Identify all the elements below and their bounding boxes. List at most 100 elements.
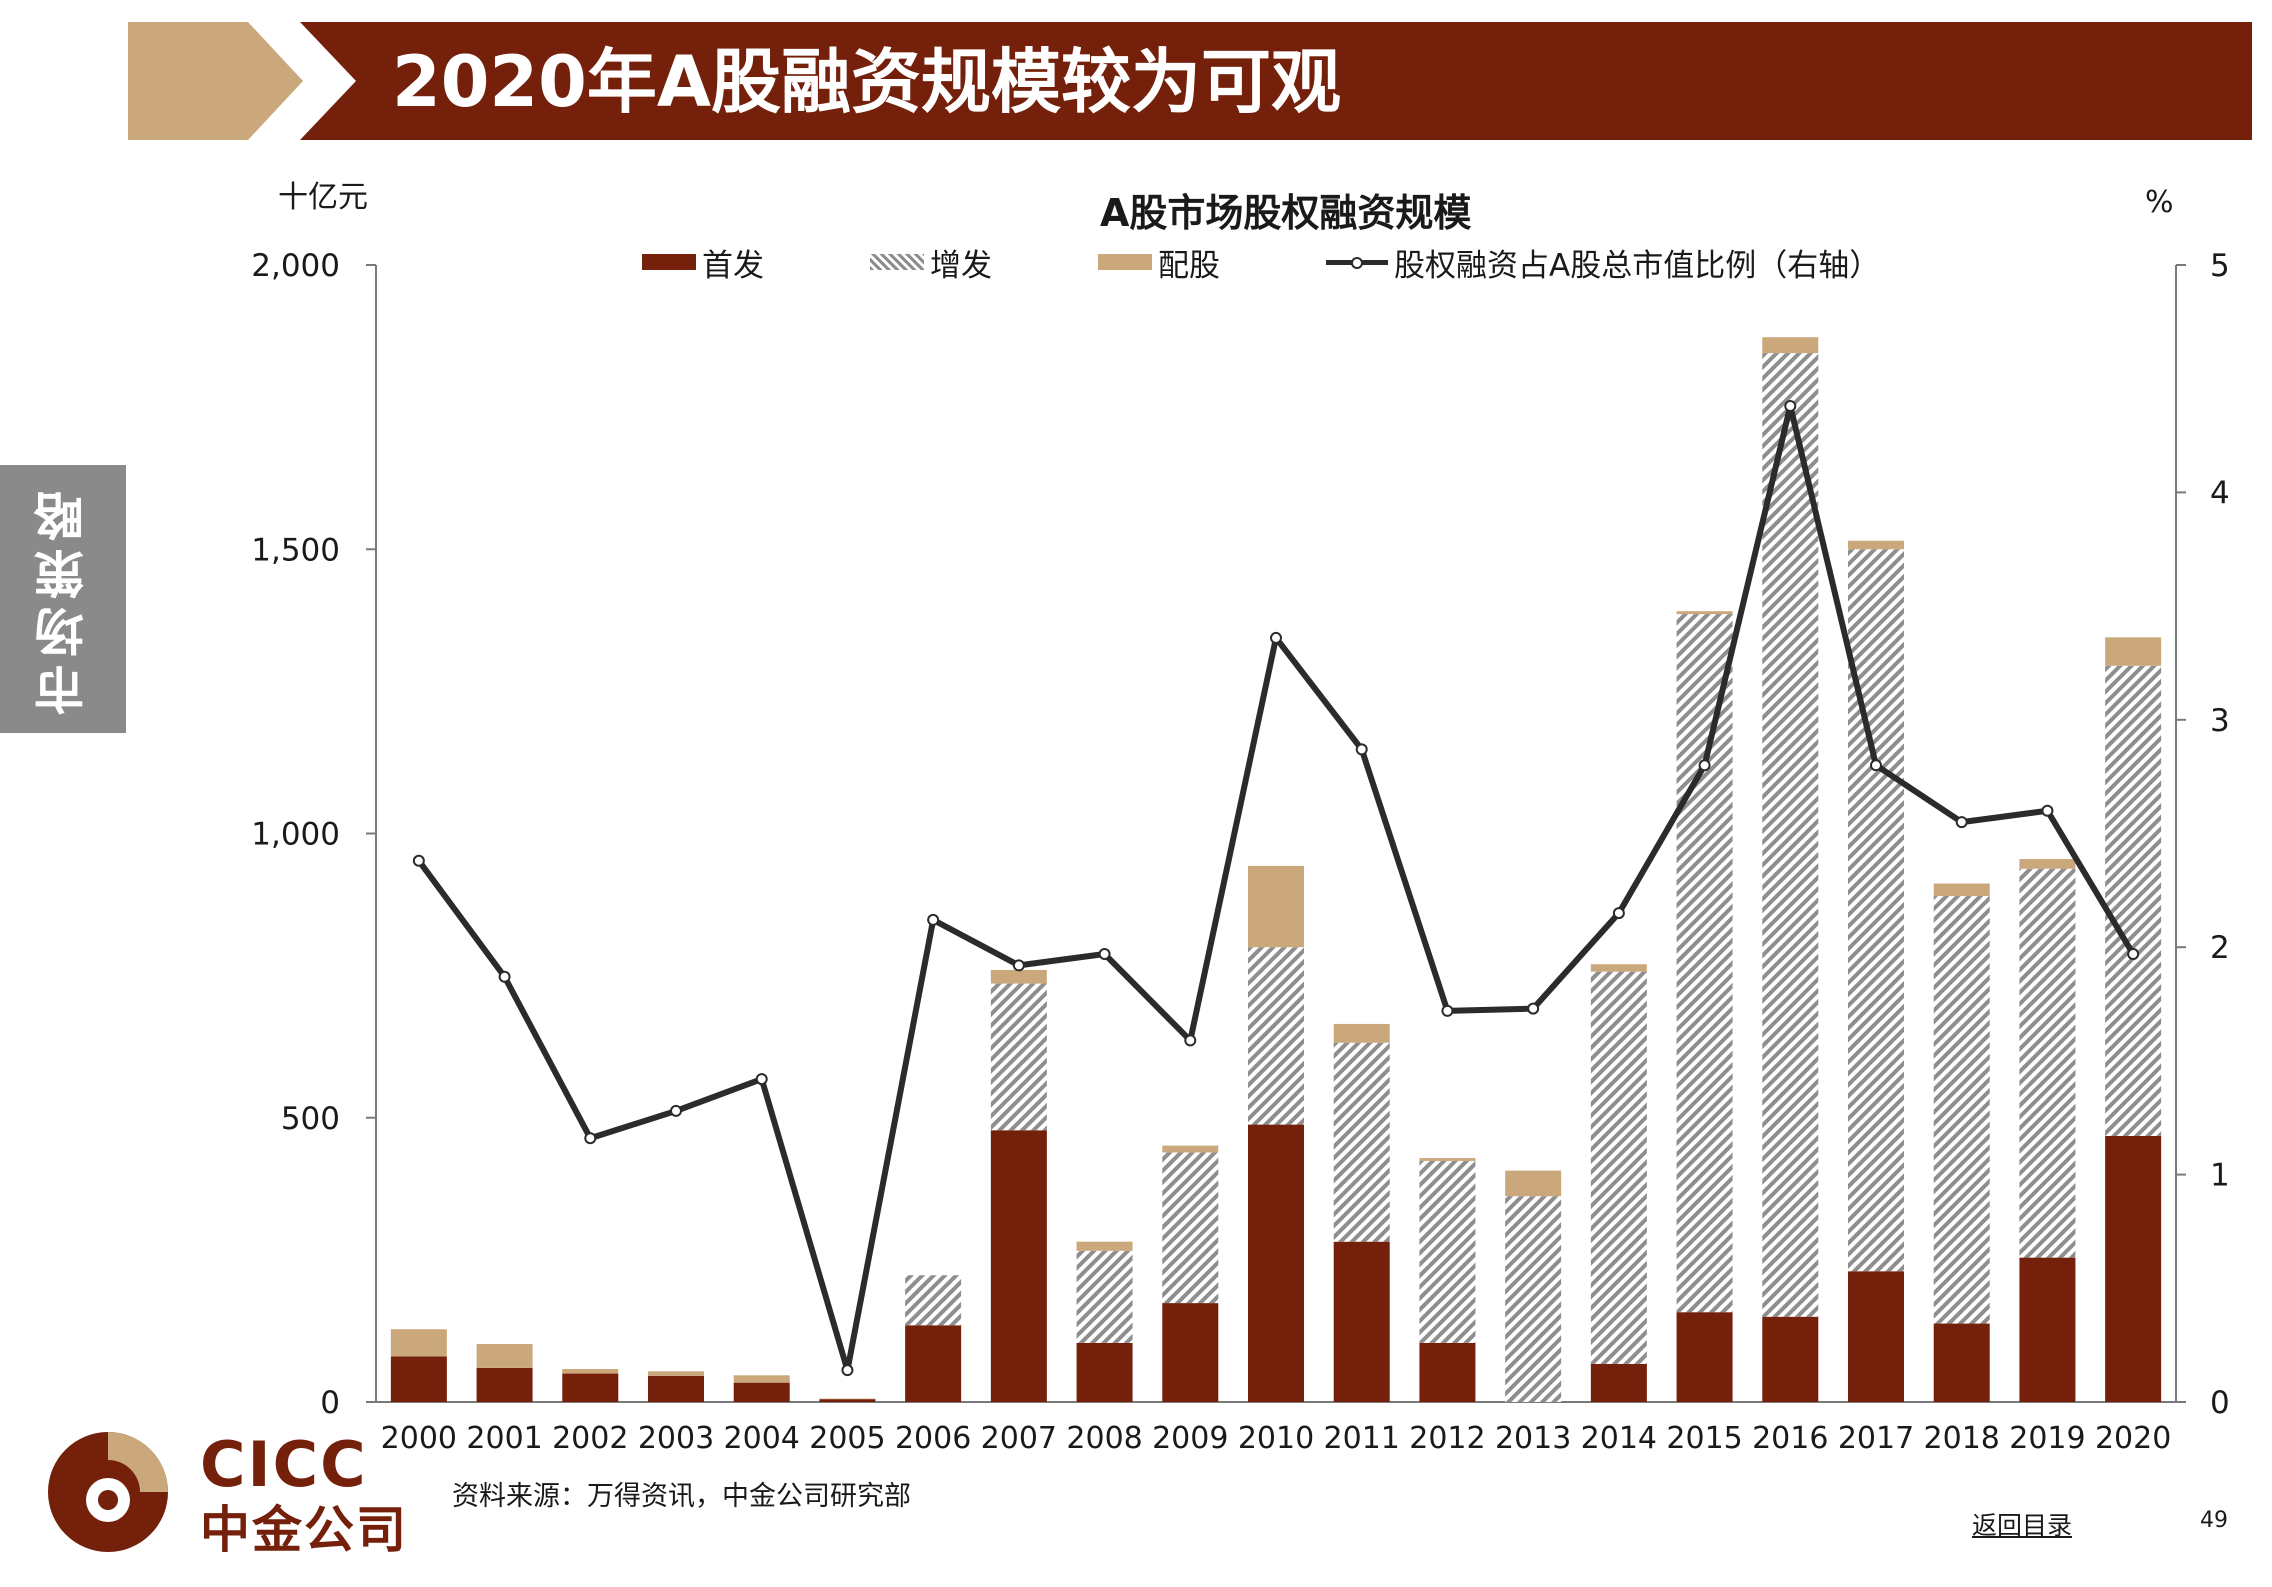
left-tick-label: 0: [320, 1385, 340, 1421]
x-tick-label: 2009: [1152, 1421, 1228, 1456]
bar-ipo: [734, 1383, 790, 1402]
x-tick-label: 2013: [1495, 1421, 1571, 1456]
bar-secondary: [1077, 1251, 1133, 1343]
bar-secondary: [1505, 1196, 1561, 1402]
x-tick-label: 2017: [1838, 1421, 1914, 1456]
bar-ipo: [477, 1368, 533, 1402]
bar-ipo: [391, 1357, 447, 1402]
bar-rights: [477, 1344, 533, 1368]
x-tick-label: 2015: [1666, 1421, 1742, 1456]
bar-rights: [1248, 866, 1304, 947]
x-tick-label: 2012: [1409, 1421, 1485, 1456]
ratio-point: [1357, 744, 1367, 754]
right-tick-label: 3: [2210, 703, 2230, 739]
bar-ipo: [991, 1130, 1047, 1402]
bar-rights: [1762, 337, 1818, 353]
x-tick-label: 2010: [1238, 1421, 1314, 1456]
bar-rights: [1934, 884, 1990, 897]
x-tick-label: 2007: [981, 1421, 1057, 1456]
bar-rights: [2019, 859, 2075, 869]
page-number: 49: [2200, 1508, 2228, 1533]
ratio-point: [500, 972, 510, 982]
bar-ipo: [2019, 1258, 2075, 1402]
ratio-point: [757, 1074, 767, 1084]
ratio-point: [1442, 1006, 1452, 1016]
x-tick-label: 2005: [809, 1421, 885, 1456]
bar-secondary: [1162, 1152, 1218, 1303]
x-tick-label: 2006: [895, 1421, 971, 1456]
x-tick-label: 2003: [638, 1421, 714, 1456]
x-tick-label: 2002: [552, 1421, 628, 1456]
bar-ipo: [1077, 1343, 1133, 1402]
x-tick-label: 2001: [466, 1421, 542, 1456]
bar-rights: [648, 1371, 704, 1376]
x-tick-label: 2019: [2009, 1421, 2085, 1456]
ratio-point: [671, 1106, 681, 1116]
bar-rights: [1505, 1171, 1561, 1197]
ratio-point: [1785, 401, 1795, 411]
bar-rights: [991, 970, 1047, 984]
bar-ipo: [1162, 1303, 1218, 1402]
left-tick-label: 2,000: [251, 248, 340, 284]
ratio-point: [2128, 949, 2138, 959]
bar-ipo: [1934, 1324, 1990, 1402]
bar-ipo: [1762, 1317, 1818, 1402]
ratio-point: [1871, 760, 1881, 770]
ratio-point: [1100, 949, 1110, 959]
bar-rights: [1419, 1158, 1475, 1161]
left-tick-label: 1,000: [251, 817, 340, 853]
ratio-point: [1614, 908, 1624, 918]
bar-rights: [1677, 611, 1733, 614]
x-tick-label: 2008: [1066, 1421, 1142, 1456]
bar-ipo: [648, 1376, 704, 1402]
left-tick-label: 1,500: [251, 532, 340, 568]
ratio-point: [1700, 760, 1710, 770]
bar-ipo: [1591, 1364, 1647, 1402]
bar-ipo: [819, 1399, 875, 1402]
bar-rights: [1162, 1146, 1218, 1153]
bar-secondary: [1334, 1043, 1390, 1242]
x-tick-label: 2011: [1324, 1421, 1400, 1456]
bar-secondary: [905, 1275, 961, 1325]
bar-secondary: [1419, 1161, 1475, 1343]
bar-ipo: [1848, 1271, 1904, 1402]
x-tick-label: 2018: [1924, 1421, 2000, 1456]
ratio-point: [928, 915, 938, 925]
right-tick-label: 2: [2210, 930, 2230, 966]
bar-secondary: [1248, 947, 1304, 1124]
ratio-point: [414, 856, 424, 866]
bar-ipo: [2105, 1136, 2161, 1402]
logo-text-cn: 中金公司: [200, 1490, 408, 1562]
bar-rights: [1334, 1024, 1390, 1043]
ratio-point: [1957, 817, 1967, 827]
bar-ipo: [1677, 1312, 1733, 1402]
x-tick-label: 2004: [724, 1421, 800, 1456]
bar-secondary: [1934, 896, 1990, 1324]
source-note: 资料来源：万得资讯，中金公司研究部: [452, 1474, 911, 1513]
x-tick-label: 2014: [1581, 1421, 1657, 1456]
bar-rights: [2105, 637, 2161, 665]
ratio-point: [2042, 806, 2052, 816]
ratio-point: [585, 1133, 595, 1143]
x-tick-label: 2020: [2095, 1421, 2171, 1456]
right-tick-label: 5: [2210, 248, 2230, 284]
back-to-toc-link[interactable]: 返回目录: [1972, 1506, 2072, 1542]
bar-secondary: [1591, 972, 1647, 1364]
bar-rights: [391, 1329, 447, 1356]
bar-secondary: [1677, 614, 1733, 1312]
bar-secondary: [2019, 869, 2075, 1258]
right-tick-label: 4: [2210, 475, 2230, 511]
right-tick-label: 1: [2210, 1158, 2230, 1194]
bar-rights: [562, 1369, 618, 1374]
bar-secondary: [991, 984, 1047, 1131]
bar-ipo: [1419, 1343, 1475, 1402]
left-tick-label: 500: [281, 1101, 340, 1137]
ratio-point: [1014, 960, 1024, 970]
ratio-point: [1185, 1035, 1195, 1045]
ratio-point: [842, 1365, 852, 1375]
bar-secondary: [1848, 549, 1904, 1271]
right-tick-label: 0: [2210, 1385, 2230, 1421]
bar-ipo: [562, 1374, 618, 1402]
bar-secondary: [2105, 666, 2161, 1136]
